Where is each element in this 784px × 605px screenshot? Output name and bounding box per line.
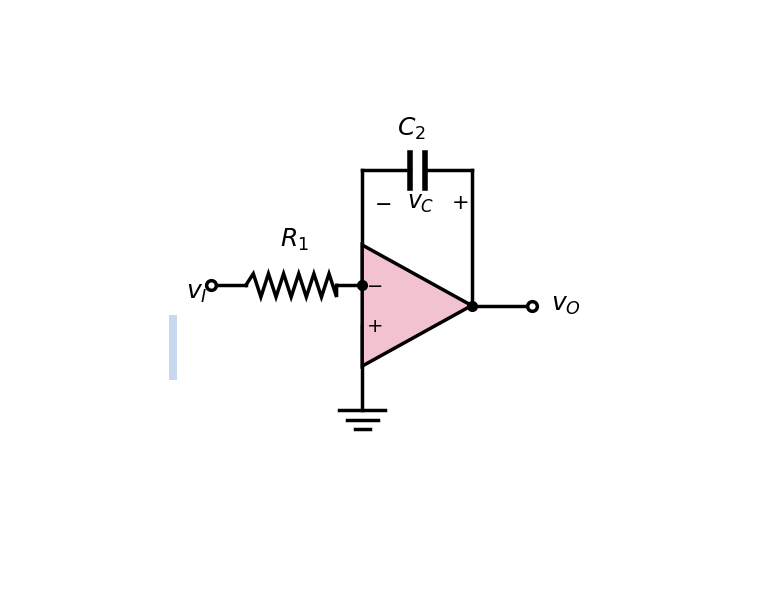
- Text: $+$: $+$: [452, 193, 469, 213]
- Text: $R_1$: $R_1$: [280, 227, 309, 253]
- Bar: [169, 315, 177, 380]
- Text: $C_2$: $C_2$: [397, 116, 426, 142]
- Text: $v_I$: $v_I$: [186, 283, 207, 306]
- Text: $-$: $-$: [365, 275, 382, 294]
- Polygon shape: [362, 245, 472, 366]
- Text: $v_O$: $v_O$: [551, 294, 581, 317]
- Text: $+$: $+$: [365, 317, 382, 336]
- Text: $v_C$: $v_C$: [407, 192, 434, 215]
- Text: $-$: $-$: [374, 193, 391, 213]
